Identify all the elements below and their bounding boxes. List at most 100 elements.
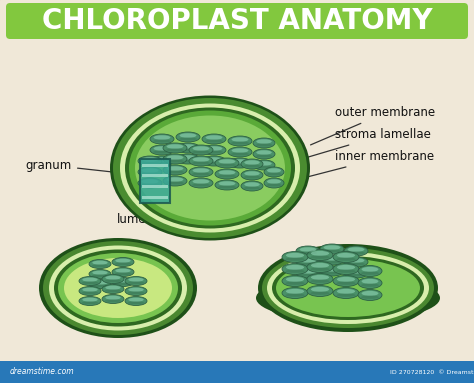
Ellipse shape	[176, 132, 200, 142]
Ellipse shape	[115, 268, 131, 273]
Ellipse shape	[307, 249, 333, 260]
Ellipse shape	[120, 103, 300, 232]
Ellipse shape	[264, 178, 284, 188]
Ellipse shape	[337, 253, 355, 258]
Ellipse shape	[361, 296, 379, 299]
Ellipse shape	[192, 183, 210, 187]
Ellipse shape	[142, 179, 158, 184]
Bar	[142, 164, 168, 167]
Ellipse shape	[253, 160, 275, 170]
Ellipse shape	[266, 183, 282, 187]
Ellipse shape	[125, 277, 147, 285]
Ellipse shape	[105, 290, 121, 292]
Ellipse shape	[192, 146, 210, 151]
Ellipse shape	[105, 296, 121, 300]
Ellipse shape	[361, 283, 379, 287]
Ellipse shape	[166, 182, 184, 185]
Ellipse shape	[358, 265, 382, 277]
Ellipse shape	[192, 179, 210, 184]
Ellipse shape	[323, 260, 341, 264]
Ellipse shape	[92, 285, 108, 287]
Ellipse shape	[361, 272, 379, 275]
Ellipse shape	[166, 155, 183, 160]
Ellipse shape	[218, 185, 236, 188]
Ellipse shape	[129, 111, 291, 226]
Text: dreamstime.com: dreamstime.com	[10, 368, 74, 376]
Ellipse shape	[323, 272, 341, 275]
Ellipse shape	[115, 259, 131, 263]
Ellipse shape	[285, 270, 305, 273]
Ellipse shape	[141, 162, 159, 165]
Ellipse shape	[362, 291, 378, 296]
Ellipse shape	[310, 255, 330, 259]
Ellipse shape	[153, 151, 171, 154]
Ellipse shape	[202, 156, 226, 166]
Ellipse shape	[128, 291, 144, 294]
Ellipse shape	[154, 135, 170, 140]
Ellipse shape	[241, 170, 263, 180]
Ellipse shape	[176, 154, 200, 164]
Ellipse shape	[244, 175, 260, 178]
Ellipse shape	[163, 165, 187, 175]
Ellipse shape	[150, 134, 174, 144]
Ellipse shape	[141, 172, 159, 175]
Ellipse shape	[206, 157, 222, 162]
Ellipse shape	[125, 296, 147, 306]
Ellipse shape	[282, 252, 308, 262]
Ellipse shape	[79, 296, 101, 306]
Ellipse shape	[310, 268, 330, 271]
Ellipse shape	[347, 252, 365, 254]
Ellipse shape	[244, 160, 260, 165]
Ellipse shape	[180, 133, 196, 138]
Ellipse shape	[324, 256, 340, 261]
Ellipse shape	[179, 159, 197, 162]
Ellipse shape	[231, 164, 249, 167]
Ellipse shape	[92, 260, 108, 265]
Ellipse shape	[244, 187, 260, 190]
Ellipse shape	[336, 257, 356, 261]
Ellipse shape	[336, 270, 356, 273]
Ellipse shape	[112, 257, 134, 267]
Ellipse shape	[92, 281, 108, 285]
Ellipse shape	[89, 270, 111, 278]
Ellipse shape	[166, 159, 184, 162]
Ellipse shape	[311, 275, 329, 280]
Ellipse shape	[192, 151, 210, 154]
Ellipse shape	[267, 168, 281, 173]
Ellipse shape	[154, 146, 170, 151]
Ellipse shape	[105, 286, 121, 290]
Ellipse shape	[324, 267, 340, 272]
Ellipse shape	[150, 145, 174, 155]
Ellipse shape	[125, 286, 147, 296]
Ellipse shape	[282, 275, 308, 286]
Ellipse shape	[79, 277, 101, 285]
Bar	[0, 361, 474, 383]
Ellipse shape	[206, 146, 222, 151]
Ellipse shape	[296, 246, 320, 256]
Ellipse shape	[180, 144, 196, 149]
Bar	[142, 174, 168, 177]
Ellipse shape	[282, 288, 308, 298]
Ellipse shape	[286, 277, 304, 282]
Text: stroma: stroma	[174, 181, 216, 226]
Ellipse shape	[192, 168, 210, 173]
Ellipse shape	[300, 269, 317, 274]
Ellipse shape	[256, 275, 440, 321]
Ellipse shape	[206, 135, 222, 140]
Ellipse shape	[241, 181, 263, 191]
Ellipse shape	[215, 180, 239, 190]
FancyBboxPatch shape	[6, 3, 468, 39]
Ellipse shape	[113, 98, 307, 238]
Ellipse shape	[336, 293, 356, 297]
Ellipse shape	[89, 280, 111, 288]
Ellipse shape	[138, 178, 162, 188]
Ellipse shape	[166, 177, 183, 182]
Ellipse shape	[105, 276, 121, 280]
Ellipse shape	[128, 301, 144, 304]
Ellipse shape	[256, 165, 272, 169]
Ellipse shape	[189, 178, 213, 188]
Text: CHLOROPLAST ANATOMY: CHLOROPLAST ANATOMY	[42, 7, 432, 35]
Ellipse shape	[82, 282, 98, 284]
Ellipse shape	[189, 145, 213, 155]
Ellipse shape	[256, 161, 272, 166]
